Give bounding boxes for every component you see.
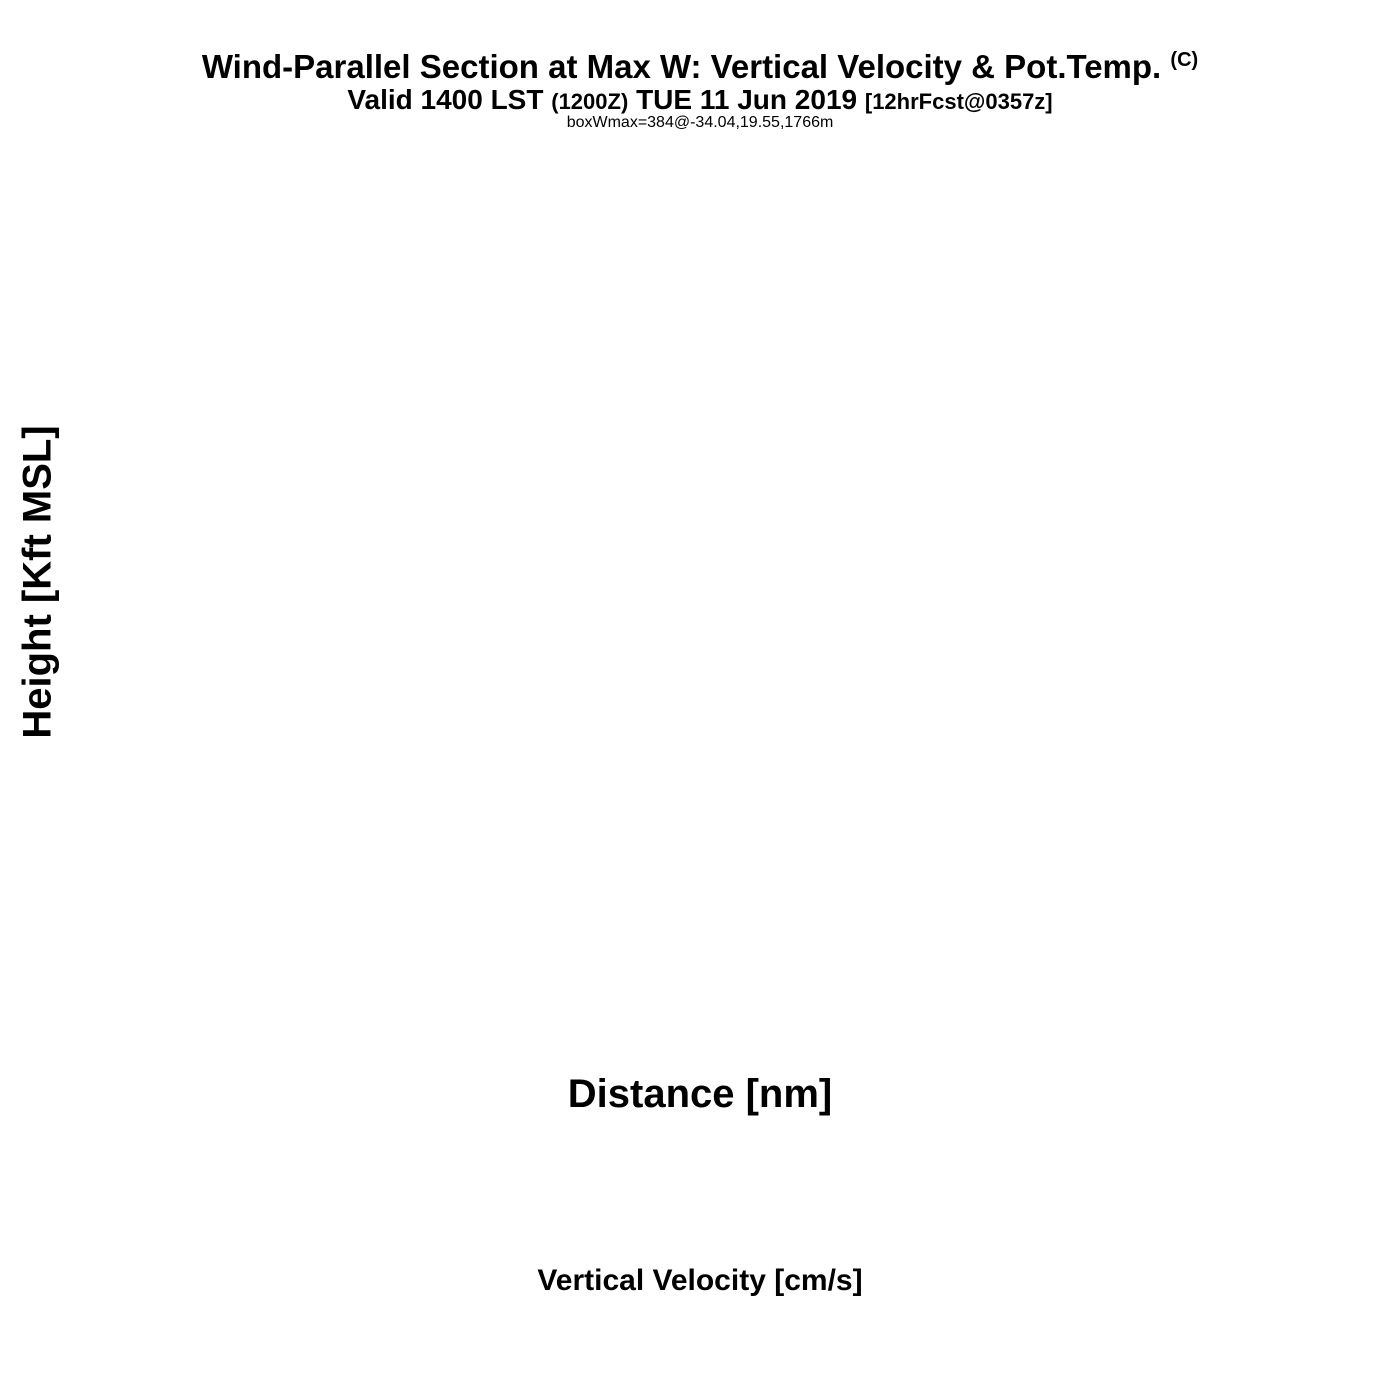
- title-units: (C): [1170, 49, 1199, 71]
- subtitle-date: TUE 11 Jun 2019: [636, 84, 858, 115]
- x-axis-title: Distance [nm]: [567, 1072, 833, 1116]
- colorbar-caption: Vertical Velocity [cm/s]: [537, 1264, 863, 1297]
- wmax-annotation: boxWmax=384@-34.04,19.55,1766m: [566, 114, 834, 131]
- subtitle-fcst: [12hrFcst@0357z]: [864, 89, 1053, 114]
- page-title: Wind-Parallel Section at Max W: Vertical…: [0, 48, 1400, 86]
- title-text: Wind-Parallel Section at Max W: Vertical…: [201, 48, 1162, 85]
- subtitle-zulu: (1200Z): [551, 89, 629, 114]
- subtitle: Valid 1400 LST (1200Z) TUE 11 Jun 2019 […: [0, 84, 1400, 116]
- subtitle-valid: Valid 1400 LST: [347, 84, 544, 115]
- y-axis-title: Height [Kft MSL]: [15, 425, 60, 739]
